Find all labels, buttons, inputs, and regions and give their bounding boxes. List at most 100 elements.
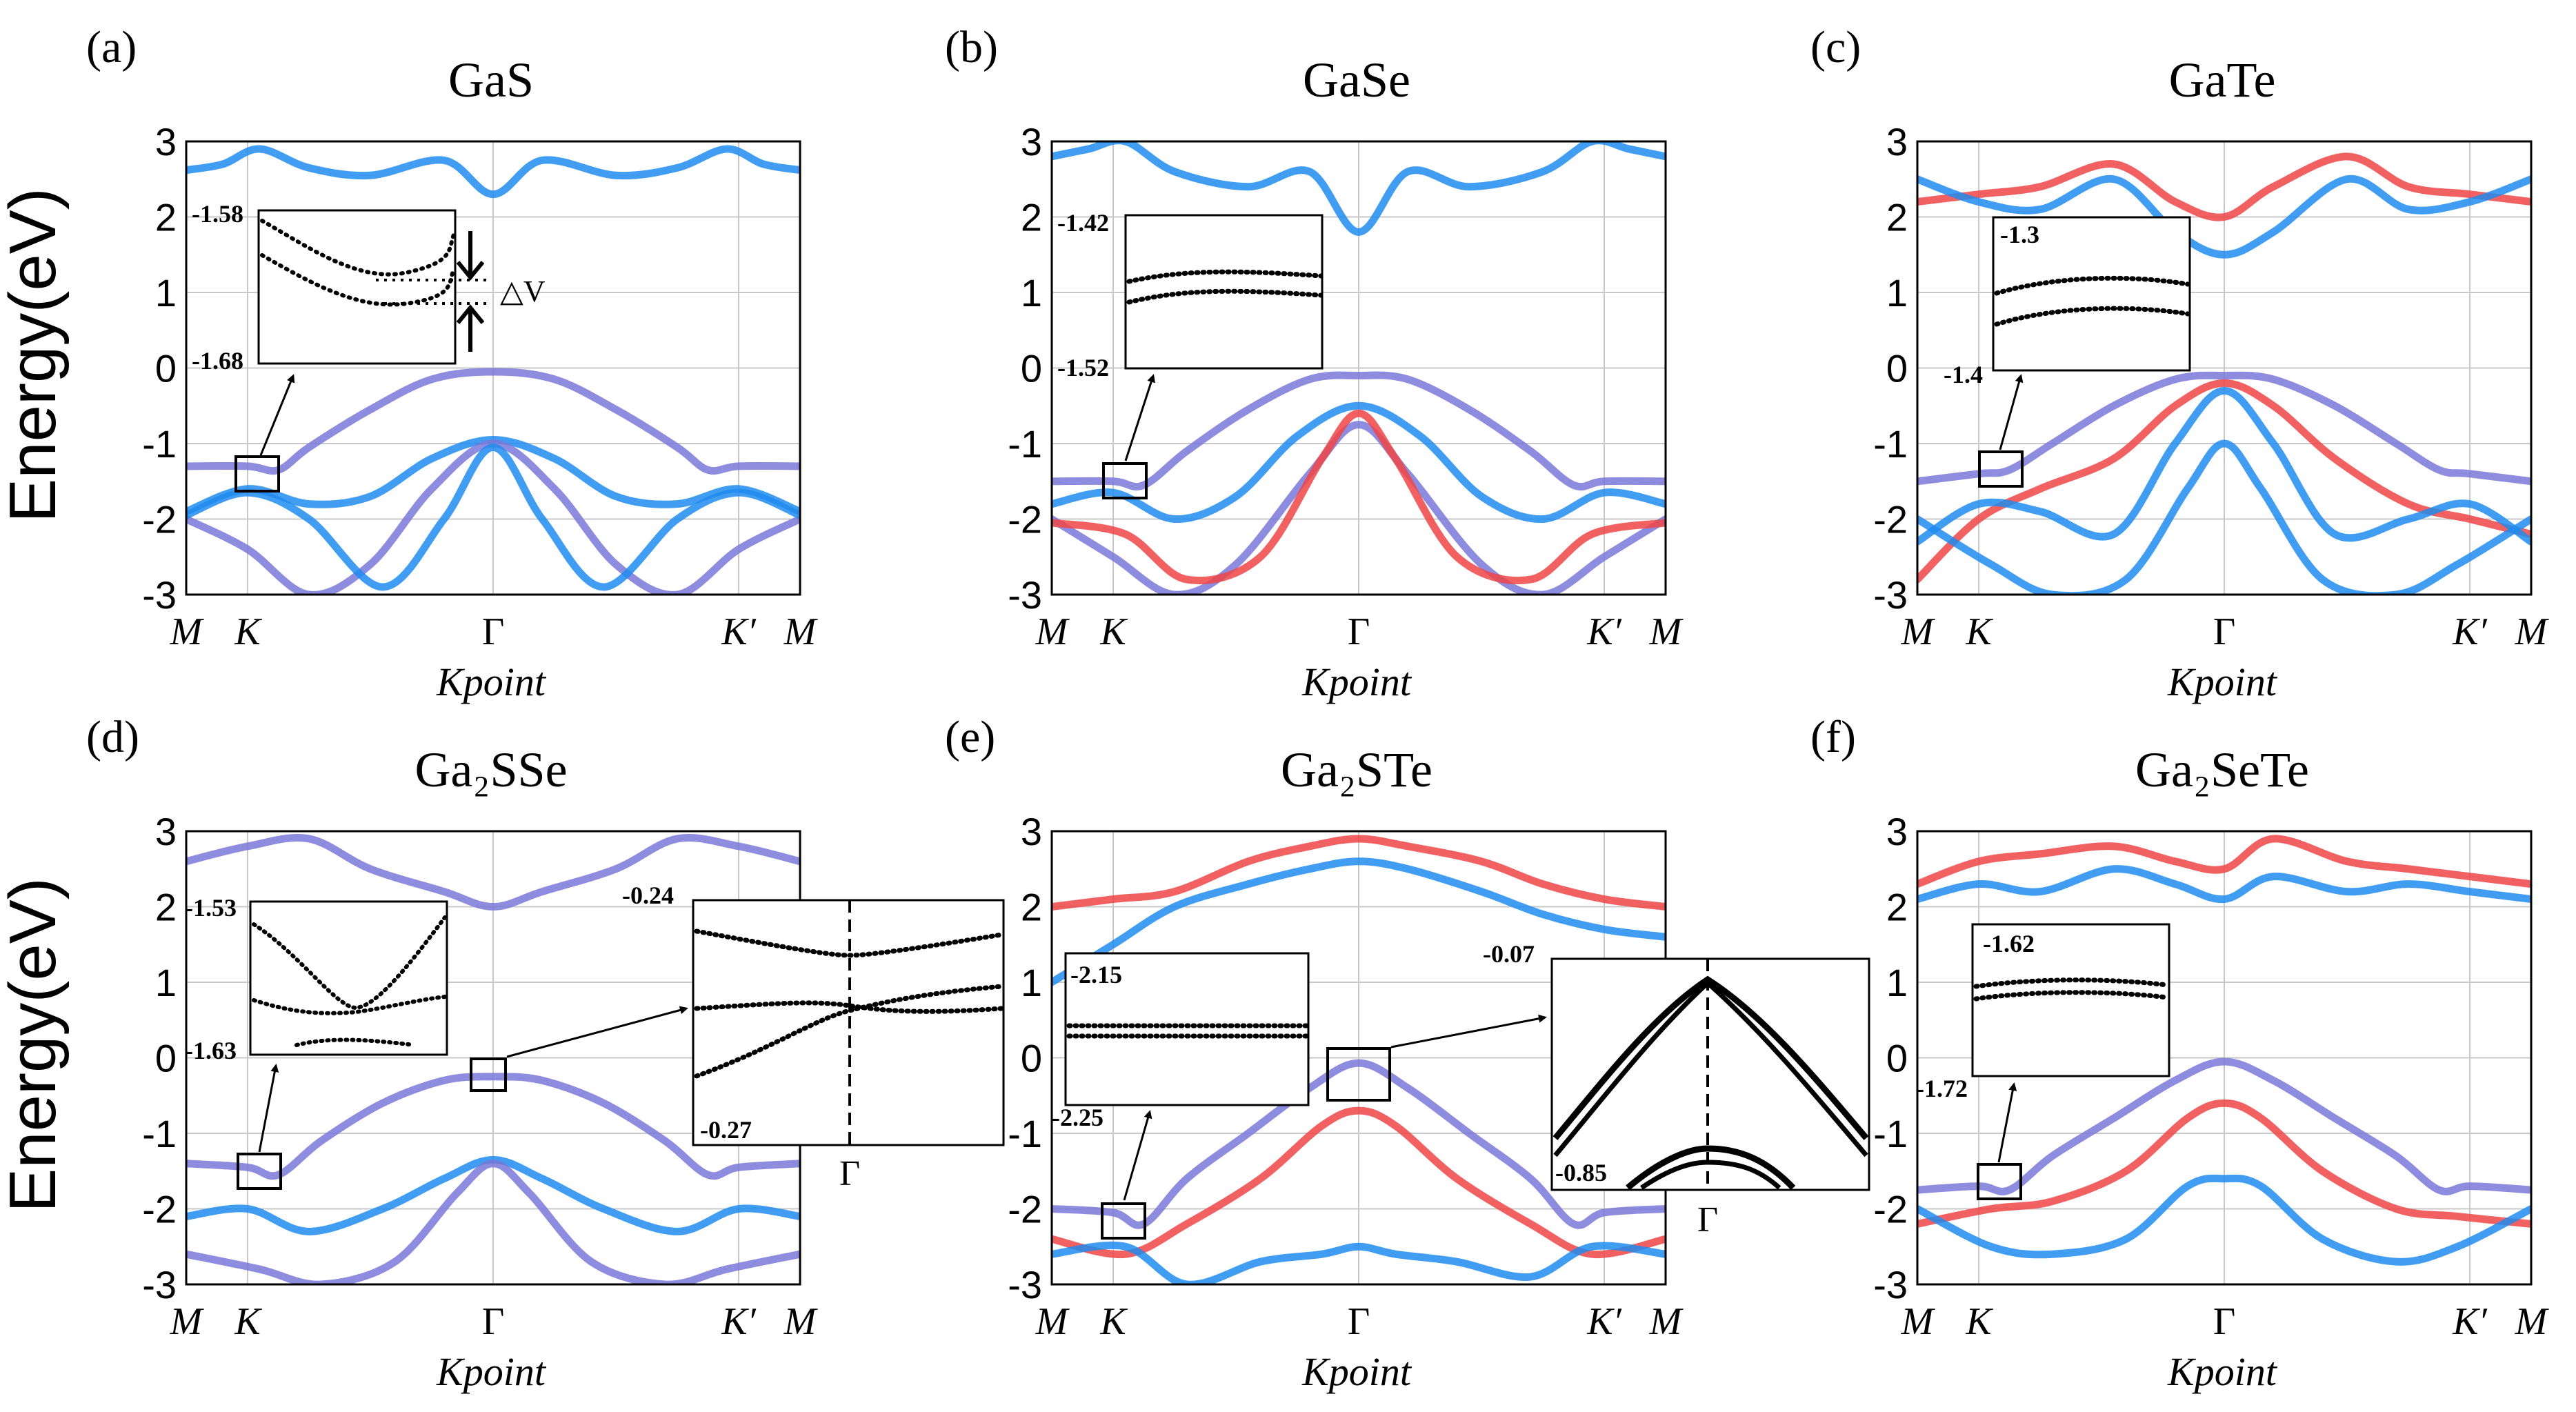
panel-f-band-vb1 — [1917, 1057, 2531, 1195]
panel-d-inset-arrow-1 — [258, 1064, 279, 1153]
panel-c-title: GaTe — [2169, 52, 2276, 108]
panel-c-band-vb1 — [1917, 371, 2531, 486]
panel-b-inset-curve-2 — [1126, 288, 1324, 305]
panel-c-marker-box — [1978, 450, 2024, 488]
panel-b-ytick-6: 3 — [1021, 120, 1042, 163]
panel-c-axes-frame — [1916, 140, 2533, 596]
panel-d-inset-2-curve-1 — [694, 928, 1004, 958]
panel-d-inset-1-bottom: -1.63 — [185, 1037, 237, 1064]
panel-d-ytick-5: 2 — [155, 886, 177, 929]
panel-c-xlabel: Kpoint — [2167, 659, 2278, 704]
panel-e-inset-2-top: -0.07 — [1483, 940, 1535, 968]
panel-f-ytick-3: 0 — [1886, 1037, 1908, 1080]
panel-d-band-cb1 — [186, 833, 800, 911]
panel-d-inset-1: -1.53 -1.63 — [185, 894, 448, 1064]
panel-f-ytick-1: -2 — [1873, 1188, 1908, 1231]
panel-d-marker-box-gamma — [470, 1057, 507, 1092]
panel-d-xlabel: Kpoint — [436, 1349, 547, 1394]
panel-e-ytick-4: 1 — [1021, 961, 1042, 1004]
panel-e-title: Ga₂STe — [1281, 742, 1432, 797]
panel-a-ytick-6: 3 — [155, 120, 177, 163]
panel-d-xtick-1: K — [234, 1300, 262, 1343]
panel-d-band-vb3 — [186, 1160, 800, 1284]
panel-f-xtick-0: M — [1901, 1300, 1936, 1343]
panel-f-ytick-0: -3 — [1873, 1263, 1908, 1306]
panel-e-ytick-6: 3 — [1021, 810, 1042, 853]
panel-e-marker-box-gamma — [1326, 1047, 1391, 1102]
panel-a-inset-arrow — [259, 374, 295, 456]
panel-f-ytick-6: 3 — [1886, 810, 1908, 853]
panel-f-marker-box — [1977, 1163, 2022, 1200]
panel-e-inset-2-frame — [1550, 957, 1870, 1191]
panel-c-inset-curve-1 — [1994, 275, 2190, 296]
panel-f-xtick-3: K′ — [2452, 1300, 2487, 1343]
panel-d-inset-2: -0.24 -0.27 Γ — [622, 882, 1005, 1193]
panel-e-ytick-0: -3 — [1008, 1263, 1042, 1306]
panel-e-ytick-3: 0 — [1021, 1037, 1042, 1080]
panel-f-band-cb2 — [1917, 865, 2531, 904]
panel-f-bands — [1917, 835, 2531, 1266]
panel-e-band-vb1 — [1052, 1059, 1666, 1229]
panel-f-ytick-2: -1 — [1873, 1112, 1908, 1155]
panel-d-ytick-2: -1 — [142, 1112, 177, 1155]
panel-e-xtick-0: M — [1035, 1300, 1070, 1343]
panel-b-title: GaSe — [1303, 52, 1410, 108]
panel-c-band-cb2 — [1917, 175, 2531, 259]
panel-b-label: (b) — [945, 22, 998, 72]
panel-e-ytick-1: -2 — [1008, 1188, 1042, 1231]
panel-f-inset-bottom: -1.72 — [1916, 1075, 1968, 1102]
panel-d-marker-box-k — [237, 1153, 282, 1190]
panel-d-xtick-0: M — [170, 1300, 205, 1343]
panel-a-marker-box — [234, 455, 280, 493]
panel-f-title: Ga₂SeTe — [2135, 742, 2309, 797]
panel-a-ytick-0: -3 — [142, 573, 177, 617]
panel-b-xtick-4: M — [1649, 610, 1684, 653]
panel-a-inset-frame — [257, 209, 457, 365]
panel-b-band-vb4 — [1052, 409, 1666, 585]
panel-d-xtick-4: M — [783, 1300, 819, 1343]
panel-c-xtick-4: M — [2515, 610, 2550, 653]
panel-e-marker-box-k — [1101, 1202, 1146, 1240]
panel-a-xlabel: Kpoint — [436, 659, 547, 704]
panel-d-title: Ga₂SSe — [415, 742, 567, 797]
panel-c-band-cb1 — [1917, 152, 2531, 221]
panel-c-bands — [1917, 152, 2531, 595]
panel-a-ytick-3: 0 — [155, 347, 177, 390]
panel-c-ytick-3: 0 — [1886, 347, 1908, 390]
panel-c-inset-frame — [1992, 216, 2191, 372]
panel-a-dv-arrow-up — [456, 304, 485, 352]
panel-a-inset-curve-1 — [260, 219, 456, 277]
panel-d-label: (d) — [86, 712, 139, 762]
panel-c-inset-top: -1.3 — [2000, 221, 2039, 248]
panel-b-xtick-1: K — [1099, 610, 1128, 653]
panel-e-inset-arrow-2 — [1390, 1014, 1547, 1048]
panel-a-dv-arrow-down — [456, 231, 485, 281]
panel-d-bands — [186, 833, 800, 1284]
panel-a-inset: -1.58 -1.68 △V — [192, 200, 546, 375]
panel-f-axes-frame — [1916, 830, 2533, 1286]
panel-c-inset-arrow — [1999, 374, 2024, 450]
panel-f-xtick-4: M — [2515, 1300, 2550, 1343]
panel-a-xtick-4: M — [783, 610, 819, 653]
panel-e-inset-1-bottom: -2.25 — [1052, 1104, 1104, 1131]
panel-c-xtick-3: K′ — [2452, 610, 2487, 653]
panel-d-xtick-3: K′ — [721, 1300, 756, 1343]
panel-f-xtick-2: Γ — [2213, 1300, 2235, 1343]
panel-f-inset-top: -1.62 — [1983, 930, 2035, 957]
panel-f-inset-curve-2 — [1973, 990, 2170, 1002]
panel-b-ytick-3: 0 — [1021, 347, 1042, 390]
panel-d-inset-arrow-2 — [506, 1006, 688, 1058]
panel-b-yticks: -3 -2 -1 0 1 2 3 — [1008, 120, 1042, 617]
panel-c-inset-bottom: -1.4 — [1944, 361, 1983, 388]
panel-a-xtick-2: Γ — [482, 610, 504, 653]
panel-a-inset-annotation: △V — [500, 275, 546, 308]
panel-d-inset-1-frame — [249, 900, 448, 1056]
panel-e-xtick-3: K′ — [1586, 1300, 1621, 1343]
panel-b-band-vb1 — [1052, 371, 1666, 491]
panel-b-inset-top: -1.42 — [1057, 209, 1109, 237]
panel-f-label: (f) — [1810, 712, 1856, 762]
